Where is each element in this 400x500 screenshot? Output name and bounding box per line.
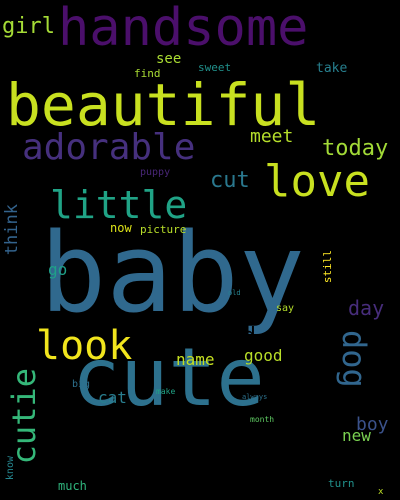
word-think: think <box>2 204 22 256</box>
word-beautiful: beautiful <box>6 71 321 139</box>
word-much: much <box>58 479 87 493</box>
word-make: make <box>156 387 176 396</box>
word-dog: dog <box>335 330 373 388</box>
word-see: see <box>156 51 182 67</box>
word-sweet-baby: sweet baby <box>2 164 99 183</box>
word-go: go <box>48 260 68 279</box>
word-always: always <box>242 393 268 401</box>
word-now: now <box>110 221 132 235</box>
word-meet: meet <box>250 126 294 147</box>
word-today: today <box>322 136 389 161</box>
word-cut: cut <box>210 168 250 193</box>
word-baby: baby <box>40 209 305 337</box>
word-month-old: month old <box>74 3 140 17</box>
word-take: take <box>316 61 348 76</box>
word-cute: cute <box>72 331 265 424</box>
word-new-baby-baby: new baby baby <box>98 474 247 496</box>
word-cutie: cutie <box>5 368 43 465</box>
word-love: love <box>264 156 370 207</box>
word-handsome-boy: handsome boy <box>44 441 290 481</box>
word-month: month <box>250 415 275 424</box>
word-find: find <box>134 67 161 80</box>
word-good: good <box>244 346 283 365</box>
word-look: look <box>36 323 133 369</box>
word-boy: boy <box>356 414 389 435</box>
word-girl: girl <box>2 14 55 39</box>
word-puppy: puppy <box>140 167 171 178</box>
word-picture: picture <box>140 223 187 236</box>
word-little-baby: little baby <box>379 18 392 91</box>
word-sweet: sweet <box>198 61 232 74</box>
word-name: name <box>176 350 215 369</box>
word-say: say <box>276 303 295 314</box>
word-old: old <box>228 289 241 297</box>
word-year-old: year old <box>150 324 256 349</box>
word-little: little <box>50 183 188 227</box>
word-x: x <box>378 487 384 497</box>
word-big: big <box>72 379 91 390</box>
word-adorable: adorable <box>22 127 196 168</box>
word-handsome: handsome <box>58 0 309 58</box>
word-beautiful-boy: beautiful boy <box>282 155 337 163</box>
word-turn: turn <box>328 477 355 490</box>
word-baby-girl: baby girl <box>230 204 355 230</box>
word-new: new <box>342 426 371 445</box>
word-beautiful-girl: beautiful girl <box>264 0 357 12</box>
word-day: day <box>348 296 385 320</box>
word-cat: cat <box>98 388 127 407</box>
word-baby-boy: baby boy <box>26 56 113 77</box>
word-know: know <box>5 456 16 481</box>
word-t-9: t <box>390 405 396 415</box>
word-still: still <box>321 250 334 284</box>
